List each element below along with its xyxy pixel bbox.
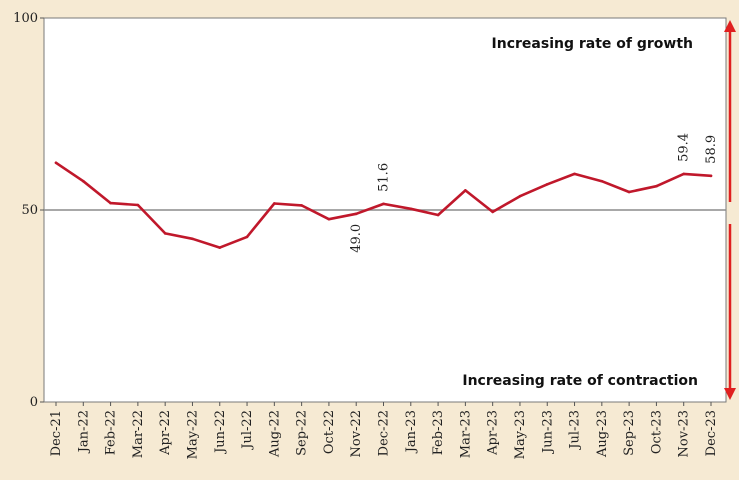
x-tick-label: May-23 xyxy=(513,410,528,459)
data-point xyxy=(109,201,112,205)
x-tick-label: Feb-22 xyxy=(104,410,119,455)
contraction-arrow-head xyxy=(724,388,736,400)
data-point xyxy=(682,172,686,176)
y-tick-label: 50 xyxy=(21,203,38,218)
x-tick-label: Mar-23 xyxy=(458,410,473,458)
x-tick-label: Apr-22 xyxy=(158,410,173,456)
x-tick-label: Jun-23 xyxy=(540,410,555,455)
x-tick-label: Jul-22 xyxy=(240,410,255,451)
x-tick-label: Apr-23 xyxy=(486,410,501,456)
data-point xyxy=(518,194,522,198)
x-tick-label: Dec-22 xyxy=(377,410,392,456)
x-tick-label: Sep-23 xyxy=(622,410,637,456)
data-point xyxy=(54,161,58,165)
y-tick-label: 100 xyxy=(13,11,38,26)
data-point xyxy=(573,172,576,176)
data-label: 59.4 xyxy=(677,133,692,162)
x-tick-label: Nov-22 xyxy=(349,410,364,457)
data-point xyxy=(627,190,631,194)
data-point xyxy=(354,212,358,216)
contraction-annotation: Increasing rate of contraction xyxy=(462,373,698,389)
y-tick-label: 0 xyxy=(30,395,38,410)
x-tick-label: Nov-23 xyxy=(677,410,692,457)
data-point xyxy=(436,213,440,217)
x-tick-label: Jan-23 xyxy=(404,410,419,454)
data-point xyxy=(300,204,303,207)
data-point xyxy=(191,237,194,241)
data-point xyxy=(491,210,494,214)
x-tick-label: Aug-23 xyxy=(595,410,610,458)
data-point xyxy=(709,174,713,178)
x-tick-label: Jun-22 xyxy=(213,410,228,455)
growth-arrow-head xyxy=(724,20,736,32)
x-tick-label: Dec-23 xyxy=(704,410,719,456)
data-point xyxy=(81,179,85,183)
data-label: 58.9 xyxy=(704,135,719,164)
x-tick-label: Aug-22 xyxy=(267,410,282,458)
data-point xyxy=(273,202,276,205)
x-tick-label: Feb-23 xyxy=(431,410,446,455)
data-point xyxy=(600,179,604,183)
data-point xyxy=(245,235,249,239)
data-point xyxy=(136,203,140,207)
data-point xyxy=(464,189,467,192)
x-tick-label: Mar-22 xyxy=(131,410,146,458)
data-label: 49.0 xyxy=(349,224,364,253)
x-tick-label: Oct-23 xyxy=(649,410,664,454)
data-point xyxy=(545,182,549,186)
data-point xyxy=(409,207,413,211)
data-point xyxy=(218,246,222,249)
data-point xyxy=(655,184,658,188)
data-label: 51.6 xyxy=(377,163,392,192)
data-point xyxy=(327,217,331,221)
x-tick-label: Sep-22 xyxy=(295,410,310,456)
growth-annotation: Increasing rate of growth xyxy=(492,36,693,52)
x-tick-label: Jul-23 xyxy=(568,410,583,451)
data-point xyxy=(163,232,167,235)
x-tick-label: Dec-21 xyxy=(49,410,64,456)
x-tick-label: Oct-22 xyxy=(322,410,337,454)
data-point xyxy=(382,202,385,206)
x-tick-label: Jan-22 xyxy=(76,410,91,454)
x-tick-label: May-22 xyxy=(185,410,200,459)
